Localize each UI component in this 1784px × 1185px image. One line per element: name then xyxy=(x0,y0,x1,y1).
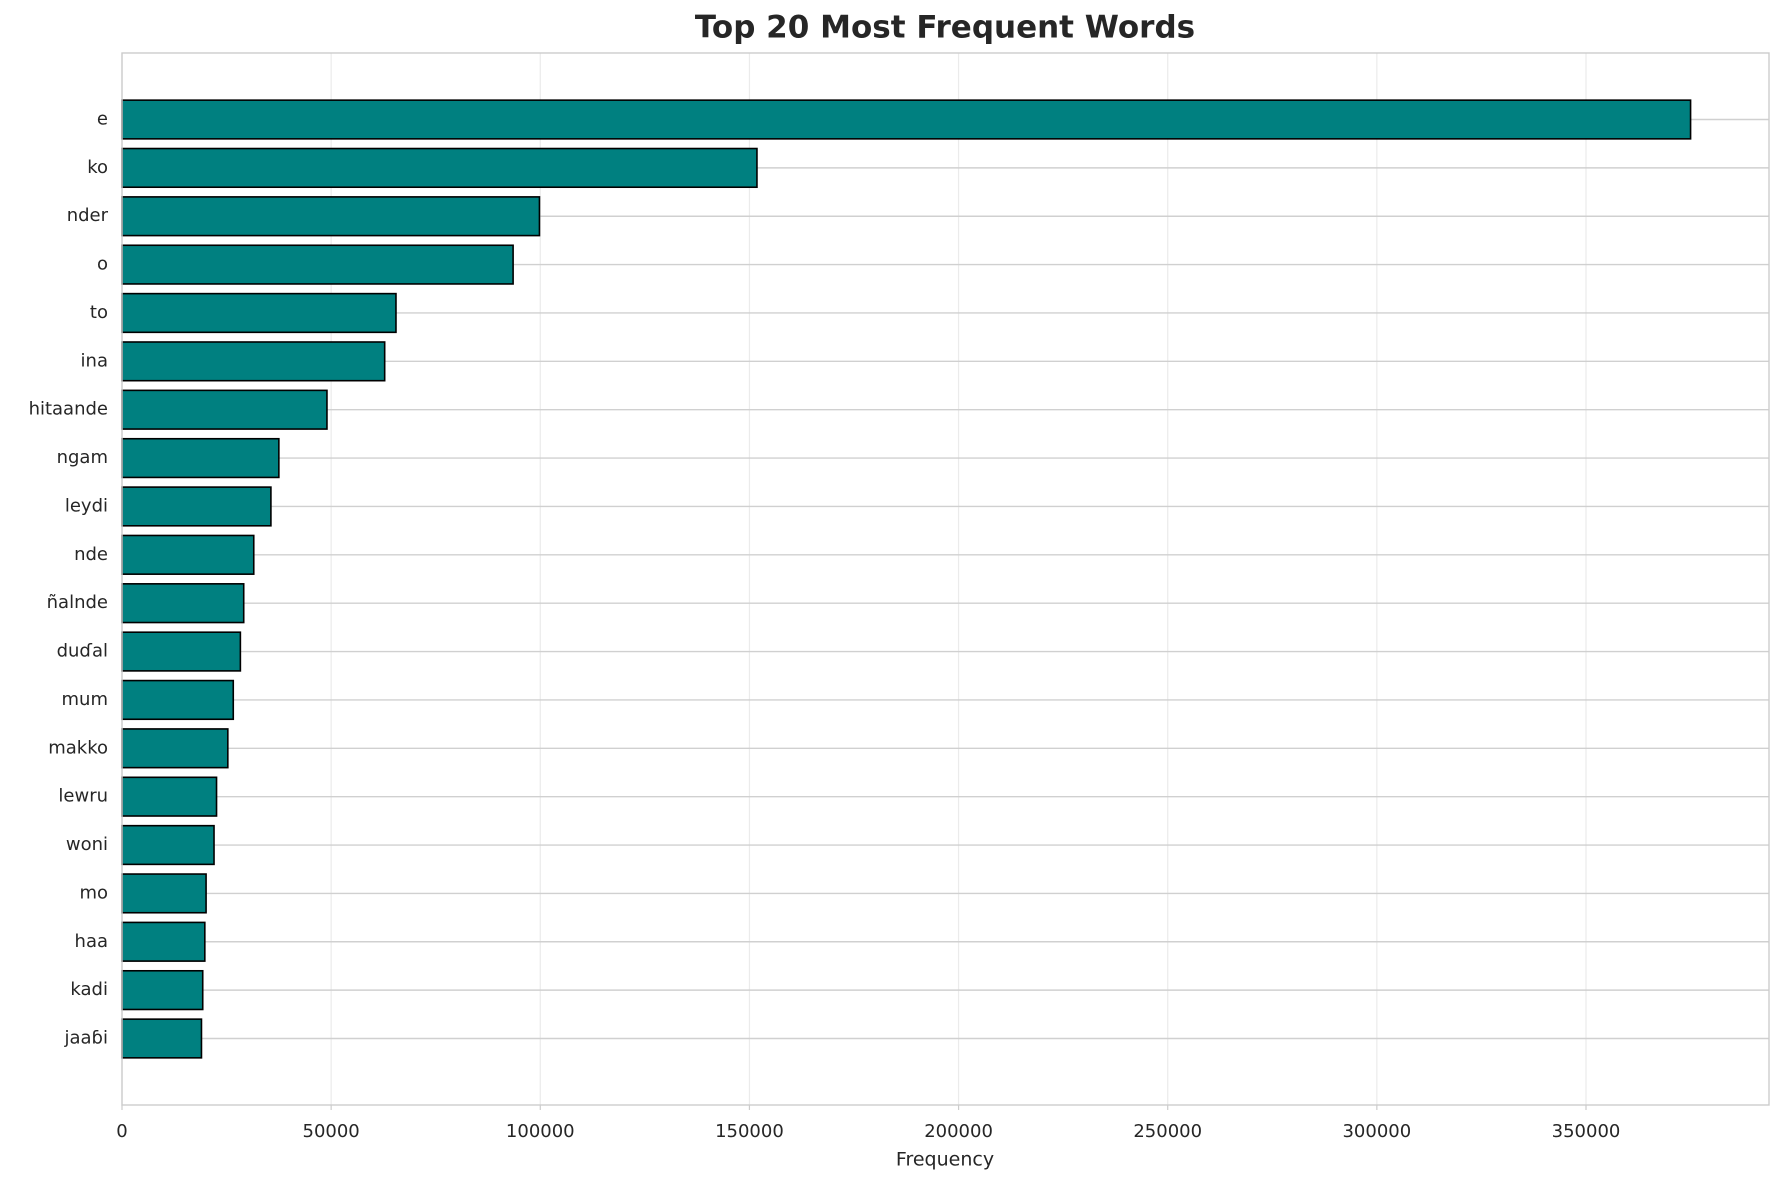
y-tick-label: ko xyxy=(87,157,108,178)
y-tick-label: to xyxy=(90,302,108,323)
x-tick-label: 150000 xyxy=(715,1121,784,1142)
bar xyxy=(121,824,215,866)
x-tick-label: 350000 xyxy=(1552,1121,1621,1142)
y-tick-label: ina xyxy=(81,350,108,371)
bar xyxy=(121,437,280,479)
y-tick-label: jaaɓi xyxy=(64,1027,109,1048)
y-tick-label: lewru xyxy=(58,786,108,807)
bar xyxy=(121,534,255,575)
y-tick-label: woni xyxy=(66,834,108,855)
y-tick-label: mo xyxy=(79,882,108,903)
bar xyxy=(121,341,386,382)
bar xyxy=(121,196,541,237)
plot-frame xyxy=(121,52,1770,1106)
chart-title: Top 20 Most Frequent Words xyxy=(695,10,1195,46)
bar xyxy=(121,147,758,189)
bar xyxy=(121,583,245,624)
bar xyxy=(121,728,229,769)
y-tick-label: ngam xyxy=(57,447,108,468)
y-tick-label: duɗal xyxy=(57,641,108,662)
bar xyxy=(121,292,397,334)
bar xyxy=(121,873,207,914)
y-tick-label: mum xyxy=(62,689,108,710)
bar xyxy=(121,776,218,817)
y-tick-label: leydi xyxy=(65,495,108,516)
y-tick-label: haa xyxy=(75,931,108,952)
bar xyxy=(121,631,242,672)
y-tick-label: nde xyxy=(74,544,108,565)
y-tick-label: ñalnde xyxy=(47,592,108,613)
bar xyxy=(121,389,328,430)
bar xyxy=(121,99,1692,140)
bar xyxy=(121,969,204,1011)
y-tick-label: nder xyxy=(67,205,109,226)
bar xyxy=(121,486,272,527)
bar xyxy=(121,921,206,962)
y-tick-label: kadi xyxy=(70,979,108,1000)
x-tick-label: 50000 xyxy=(303,1121,360,1142)
x-tick-label: 200000 xyxy=(924,1121,993,1142)
bar xyxy=(121,244,514,285)
y-tick-label: makko xyxy=(48,737,108,758)
bar xyxy=(121,679,235,721)
bar xyxy=(121,1018,203,1059)
x-tick-label: 250000 xyxy=(1133,1121,1202,1142)
x-tick-label: 300000 xyxy=(1342,1121,1411,1142)
y-tick-label: hitaande xyxy=(29,399,108,420)
x-tick-label: 100000 xyxy=(506,1121,575,1142)
y-tick-label: o xyxy=(97,254,108,275)
x-axis-label: Frequency xyxy=(896,1149,994,1171)
x-tick-label: 0 xyxy=(116,1121,127,1142)
y-tick-label: e xyxy=(97,109,108,130)
